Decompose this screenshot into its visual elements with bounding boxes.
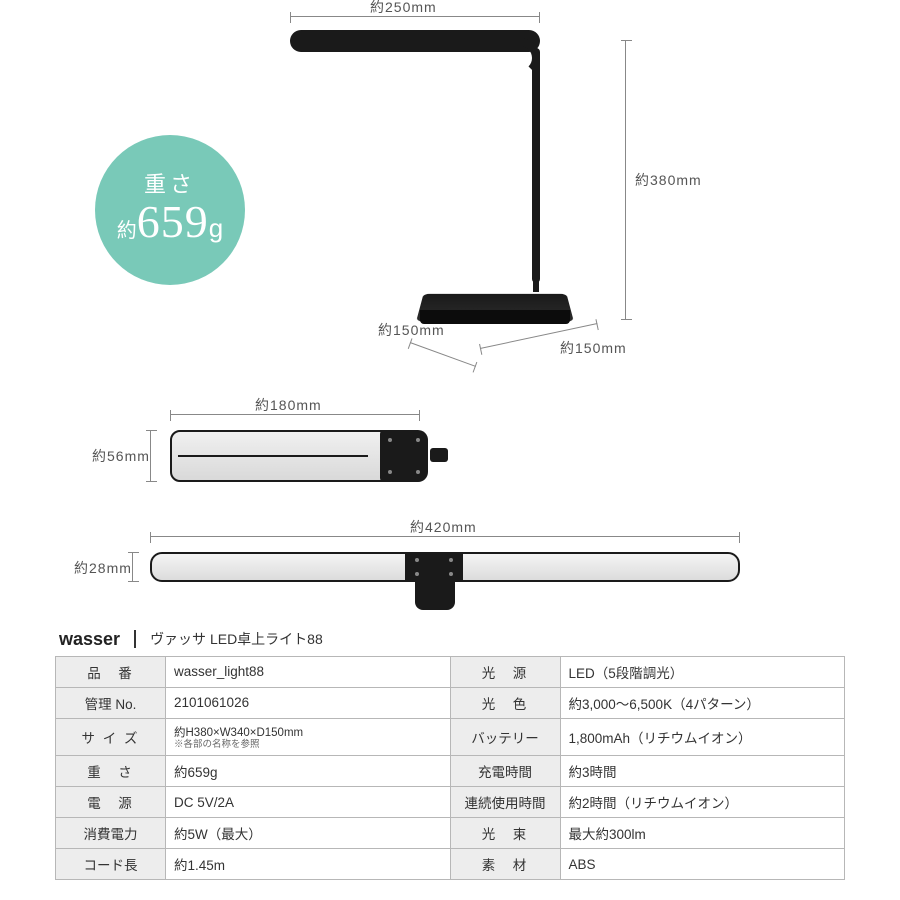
spec-value: 1,800mAh（リチウムイオン） — [560, 718, 845, 755]
dim-base-depth-line — [410, 342, 476, 367]
dim-neck-height-line — [625, 40, 626, 320]
spec-key: 重 さ — [56, 756, 166, 787]
spec-key: コード長 — [56, 849, 166, 880]
weight-badge-line1: 重さ — [144, 173, 196, 197]
spec-row: 管理 No.2101061026光 色約3,000～6,500K（4パターン） — [56, 687, 845, 718]
dim-bar2-width-label: 約420mm — [410, 517, 477, 537]
dim-bar1-height-label: 約56mm — [92, 446, 150, 466]
spec-value: 2101061026 — [166, 687, 451, 718]
spec-row: 消費電力約5W（最大）光 束最大約300lm — [56, 818, 845, 849]
spec-key: 品 番 — [56, 656, 166, 687]
spec-value: 約3時間 — [560, 756, 845, 787]
weight-badge-unit: g — [209, 214, 223, 243]
header-divider — [134, 630, 136, 648]
spec-value: 最大約300lm — [560, 818, 845, 849]
weight-badge: 重さ 約 659 g — [95, 135, 245, 285]
spec-header: wasser ヴァッサ LED卓上ライト88 — [55, 629, 845, 656]
spec-row: 品 番wasser_light88光 源LED（5段階調光） — [56, 656, 845, 687]
dim-bar1-height-line — [150, 430, 151, 482]
lamp-perspective-diagram: 約250mm 約380mm 約150mm 約150mm 重さ 約 659 g — [0, 0, 900, 370]
dim-bar2-height-label: 約28mm — [74, 558, 132, 578]
spec-value: wasser_light88 — [166, 656, 451, 687]
spec-value: 約659g — [166, 756, 451, 787]
spec-table: 品 番wasser_light88光 源LED（5段階調光）管理 No.2101… — [55, 656, 845, 880]
product-name: ヴァッサ LED卓上ライト88 — [150, 629, 323, 649]
spec-row: コード長約1.45m素 材ABS — [56, 849, 845, 880]
spec-value: ABS — [560, 849, 845, 880]
spec-row: 重 さ約659g充電時間約3時間 — [56, 756, 845, 787]
dim-bar1-width-label: 約180mm — [255, 395, 322, 415]
spec-section: wasser ヴァッサ LED卓上ライト88 品 番wasser_light88… — [55, 629, 845, 880]
lamp-head — [290, 30, 540, 52]
spec-value: 約3,000～6,500K（4パターン） — [560, 687, 845, 718]
spec-key: バッテリー — [450, 718, 560, 755]
spec-key: サ イ ズ — [56, 718, 166, 755]
spec-key: 管理 No. — [56, 687, 166, 718]
bar1-hinge — [380, 430, 428, 482]
spec-value: 約5W（最大） — [166, 818, 451, 849]
spec-key: 光 源 — [450, 656, 560, 687]
spec-key: 光 束 — [450, 818, 560, 849]
spec-key: 消費電力 — [56, 818, 166, 849]
dim-base-depth-label: 約150mm — [378, 320, 445, 340]
spec-key: 光 色 — [450, 687, 560, 718]
spec-key: 素 材 — [450, 849, 560, 880]
light-bar-diagram: 約180mm 約56mm 約420mm 約28mm — [0, 370, 900, 625]
dim-head-width-label: 約250mm — [370, 0, 437, 17]
spec-key: 連続使用時間 — [450, 787, 560, 818]
spec-key: 電 源 — [56, 787, 166, 818]
weight-badge-value: 659 — [137, 197, 209, 248]
spec-row: サ イ ズ約H380×W340×D150mm※各部の名称を参照バッテリー1,80… — [56, 718, 845, 755]
lamp-stem — [533, 270, 539, 292]
dim-base-width-label: 約150mm — [560, 338, 627, 358]
weight-badge-approx: 約 — [117, 220, 137, 242]
spec-key: 充電時間 — [450, 756, 560, 787]
dim-bar2-height-line — [132, 552, 133, 582]
spec-value: 約1.45m — [166, 849, 451, 880]
spec-value: 約2時間（リチウムイオン） — [560, 787, 845, 818]
bar1-knob — [430, 448, 448, 462]
spec-value: 約H380×W340×D150mm※各部の名称を参照 — [166, 718, 451, 755]
lamp-neck — [532, 48, 540, 283]
bar2-hinge — [405, 552, 463, 582]
spec-value: DC 5V/2A — [166, 787, 451, 818]
spec-row: 電 源DC 5V/2A連続使用時間約2時間（リチウムイオン） — [56, 787, 845, 818]
bar2-clip — [415, 582, 455, 610]
dim-neck-height-label: 約380mm — [635, 170, 702, 190]
spec-value: LED（5段階調光） — [560, 656, 845, 687]
brand-name: wasser — [59, 629, 120, 650]
